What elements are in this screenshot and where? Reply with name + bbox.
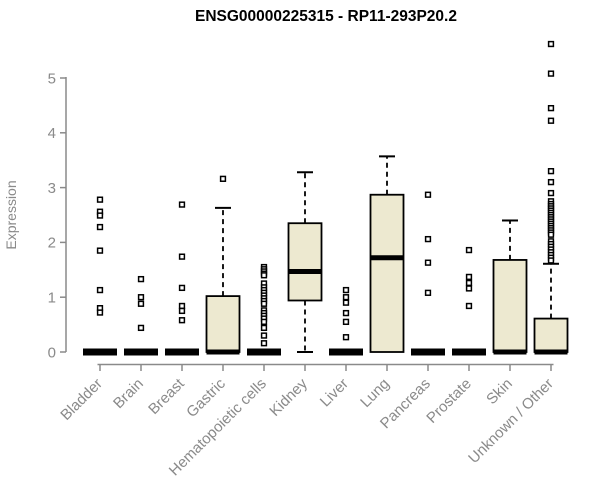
outlier-point: [178, 302, 186, 310]
outlier-point: [547, 40, 555, 48]
outlier-point: [342, 334, 350, 341]
outlier-point: [465, 279, 473, 287]
y-tick-label: 3: [48, 180, 56, 197]
outlier-point: [260, 324, 268, 332]
box-hematopoietic-cells: [247, 263, 281, 356]
outlier-point: [260, 340, 268, 347]
outlier-point: [178, 253, 186, 260]
box-brain: [124, 275, 158, 356]
outlier-point: [547, 117, 555, 124]
outlier-point: [547, 70, 555, 77]
outlier-point: [424, 191, 432, 198]
outlier-point: [137, 275, 145, 283]
box-liver: [329, 286, 363, 356]
outlier-point: [178, 284, 186, 292]
iqr-box: [205, 295, 241, 353]
iqr-box: [492, 259, 528, 353]
outlier-point: [342, 294, 350, 301]
box-prostate: [452, 246, 486, 356]
outlier-point: [547, 178, 555, 186]
x-category-label-liver: Liver: [317, 375, 352, 410]
x-category-label-skin: Skin: [483, 375, 516, 408]
x-category-label-breast: Breast: [145, 375, 188, 418]
box-gastric: [205, 175, 241, 355]
outlier-point: [547, 231, 555, 238]
collapsed-box: [124, 348, 158, 356]
iqr-box: [369, 193, 405, 353]
collapsed-box: [411, 348, 445, 356]
x-category-label-prostate: Prostate: [423, 375, 475, 427]
collapsed-box: [452, 348, 486, 356]
outlier-point: [547, 257, 555, 264]
box-unknown-other: [533, 40, 569, 355]
outlier-point: [424, 289, 432, 296]
outlier-point: [260, 318, 268, 326]
chart-title: ENSG00000225315 - RP11-293P20.2: [195, 8, 457, 25]
boxes-layer: [83, 40, 569, 356]
box-kidney: [287, 171, 323, 353]
outlier-point: [342, 309, 350, 317]
y-tick-label: 4: [48, 125, 56, 142]
outlier-point: [137, 324, 145, 332]
x-category-label-lung: Lung: [357, 375, 393, 411]
outlier-point: [178, 201, 186, 208]
outlier-point: [342, 318, 350, 326]
x-category-label-bladder: Bladder: [57, 375, 106, 424]
outlier-point: [465, 302, 473, 310]
collapsed-box: [165, 348, 199, 356]
y-tick-label: 5: [48, 70, 56, 87]
outlier-point: [96, 196, 104, 203]
outlier-point: [465, 285, 473, 292]
iqr-box: [533, 317, 569, 353]
outlier-point: [178, 317, 186, 324]
y-axis: 0 1 2 3 4 5: [48, 70, 67, 361]
outlier-point: [96, 247, 104, 254]
outlier-point: [96, 223, 104, 231]
box-lung: [369, 155, 405, 353]
iqr-box: [287, 222, 323, 302]
collapsed-box: [83, 348, 117, 356]
x-category-label-kidney: Kidney: [266, 375, 311, 420]
y-tick-label: 0: [48, 344, 56, 361]
collapsed-box: [329, 348, 363, 356]
outlier-point: [96, 286, 104, 294]
box-pancreas: [411, 191, 445, 356]
outlier-point: [342, 286, 350, 294]
outlier-point: [178, 307, 186, 315]
y-tick-label: 1: [48, 289, 56, 306]
outlier-point: [342, 299, 350, 306]
outlier-point: [424, 259, 432, 266]
box-skin: [492, 219, 528, 355]
outlier-point: [547, 189, 555, 197]
box-bladder: [83, 196, 117, 356]
outlier-point: [137, 300, 145, 307]
y-axis-label: Expression: [3, 180, 19, 249]
outlier-point: [96, 212, 104, 219]
outlier-point: [137, 294, 145, 301]
outlier-point: [465, 273, 473, 281]
y-tick-label: 2: [48, 235, 56, 252]
outlier-point: [424, 235, 432, 243]
outlier-point: [547, 104, 555, 112]
outlier-point: [547, 168, 555, 175]
outlier-point: [260, 300, 268, 307]
outlier-point: [465, 246, 473, 254]
outlier-point: [219, 175, 227, 182]
outlier-point: [260, 332, 268, 339]
outlier-point: [96, 309, 104, 316]
x-category-label-brain: Brain: [110, 375, 147, 412]
box-breast: [165, 201, 199, 356]
outlier-point: [260, 272, 268, 279]
collapsed-box: [247, 348, 281, 356]
